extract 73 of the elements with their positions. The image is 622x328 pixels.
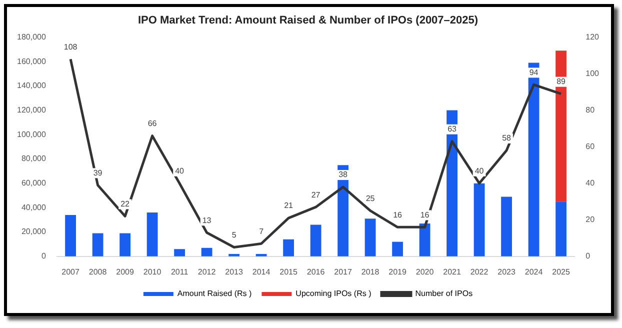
y-tick-label: 180,000 — [16, 32, 46, 42]
x-tick-label: 2012 — [198, 267, 216, 276]
y-tick-label: 0 — [41, 252, 46, 261]
y-tick-label: 40,000 — [21, 202, 46, 212]
bar — [501, 196, 512, 256]
bar — [392, 242, 403, 256]
x-tick-label: 2025 — [552, 267, 570, 276]
y2-tick-label: 80 — [586, 105, 596, 114]
x-tick-label: 2010 — [143, 267, 162, 276]
x-tick-label: 2018 — [361, 267, 380, 276]
y-tick-label: 100,000 — [16, 130, 46, 139]
data-label: 13 — [202, 216, 212, 225]
bar — [283, 239, 294, 256]
y-tick-label: 120,000 — [16, 105, 46, 114]
x-tick-label: 2016 — [306, 267, 326, 276]
y2-tick-label: 0 — [586, 252, 591, 261]
data-label: 39 — [93, 168, 103, 178]
legend-label: Number of IPOs — [415, 289, 473, 298]
legend-label: Upcoming IPOs (Rs ) — [296, 289, 372, 298]
data-label: 66 — [148, 119, 158, 128]
x-tick-label: 2008 — [88, 267, 108, 276]
y-tick-label: 160,000 — [16, 56, 46, 66]
y2-tick-label: 40 — [586, 178, 596, 188]
bar — [556, 202, 566, 256]
data-label: 40 — [175, 166, 185, 176]
data-label: 38 — [338, 170, 348, 180]
bar — [146, 212, 158, 256]
y2-tick-label: 20 — [586, 215, 596, 224]
bar — [364, 218, 376, 256]
x-tick-label: 2020 — [416, 267, 434, 276]
bar — [174, 249, 185, 256]
data-label: 94 — [529, 68, 539, 77]
data-label: 5 — [232, 230, 237, 240]
data-label: 22 — [120, 199, 130, 208]
x-tick-label: 2017 — [334, 267, 352, 276]
data-label: 108 — [64, 42, 78, 52]
data-label: 40 — [474, 166, 484, 176]
x-tick-label: 2009 — [116, 267, 134, 276]
x-tick-label: 2014 — [252, 267, 271, 276]
chart-title: IPO Market Trend: Amount Raised & Number of IPOs (2007–2025) — [138, 14, 478, 27]
bar — [201, 248, 212, 256]
bar — [474, 183, 485, 256]
y2-tick-label: 120 — [586, 32, 600, 42]
y-tick-label: 80,000 — [21, 154, 46, 164]
x-tick-label: 2019 — [388, 267, 407, 276]
y-tick-label: 140,000 — [16, 81, 46, 90]
x-tick-label: 2024 — [524, 267, 544, 276]
data-label: 27 — [311, 190, 321, 200]
bar — [92, 233, 104, 256]
x-tick-label: 2011 — [170, 267, 189, 276]
bar — [310, 224, 322, 256]
legend-label: Amount Raised (Rs ) — [177, 289, 252, 298]
bar — [120, 233, 130, 256]
x-tick-label: 2023 — [498, 267, 516, 276]
y-tick-label: 20,000 — [21, 227, 46, 236]
data-label: 25 — [366, 194, 376, 203]
x-tick-label: 2015 — [280, 267, 298, 276]
data-label: 7 — [259, 226, 264, 236]
y2-tick-label: 60 — [586, 142, 596, 152]
y2-tick-label: 100 — [586, 68, 600, 78]
data-label: 89 — [556, 77, 566, 86]
bar — [556, 50, 566, 202]
x-tick-label: 2013 — [225, 267, 244, 276]
data-label: 21 — [284, 201, 294, 210]
data-label: 58 — [502, 134, 512, 143]
x-tick-label: 2007 — [62, 267, 80, 276]
x-tick-label: 2022 — [470, 267, 489, 276]
data-label: 63 — [448, 124, 458, 134]
data-label: 16 — [393, 210, 403, 220]
y-tick-label: 60,000 — [21, 178, 46, 188]
x-tick-label: 2021 — [443, 267, 462, 276]
data-label: 16 — [420, 210, 430, 220]
bar — [65, 214, 76, 256]
